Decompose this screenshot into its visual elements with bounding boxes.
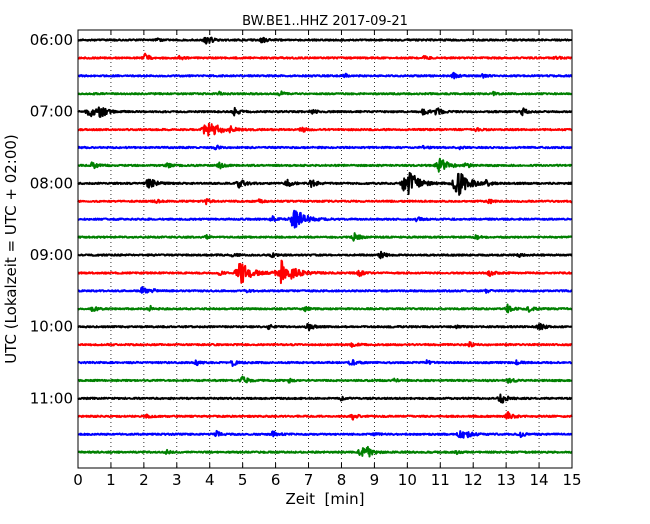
- x-tick-label: 14: [530, 471, 549, 489]
- y-tick-label: 11:00: [30, 389, 73, 407]
- x-tick-label: 1: [106, 471, 116, 489]
- trace-0600: [77, 36, 573, 45]
- trace-group: [77, 36, 573, 458]
- x-axis: 0 1 2 3 4 5 6 7 8 9 10 11 12 13 14 15: [73, 30, 582, 489]
- trace-0800: [77, 171, 573, 196]
- x-tick-label: 3: [172, 471, 182, 489]
- trace-1145: [77, 445, 573, 458]
- y-tick-label: 08:00: [30, 174, 73, 192]
- trace-0945: [77, 303, 573, 314]
- y-tick-label: 06:00: [30, 31, 73, 49]
- y-tick-label: 09:00: [30, 246, 73, 264]
- trace-0745: [77, 157, 573, 173]
- trace-0815: [77, 198, 573, 206]
- trace-0915: [77, 259, 573, 285]
- x-tick-label: 12: [464, 471, 483, 489]
- trace-0715: [77, 122, 573, 137]
- trace-0645: [77, 90, 573, 97]
- x-tick-label: 5: [238, 471, 248, 489]
- trace-0845: [77, 232, 573, 242]
- trace-0630: [77, 71, 573, 80]
- x-tick-label: 0: [73, 471, 83, 489]
- x-tick-label: 7: [304, 471, 314, 489]
- trace-1100: [77, 393, 573, 404]
- plot-area: [78, 30, 572, 468]
- x-tick-label: 6: [271, 471, 281, 489]
- x-tick-label: 2: [139, 471, 149, 489]
- x-tick-label: 10: [398, 471, 417, 489]
- trace-1115: [77, 411, 573, 421]
- chart-title: BW.BE1..HHZ 2017-09-21: [242, 14, 408, 29]
- trace-1045: [77, 375, 573, 384]
- trace-1015: [77, 341, 573, 348]
- trace-0830: [77, 209, 573, 229]
- trace-0615: [77, 52, 573, 61]
- x-tick-label: 9: [370, 471, 380, 489]
- trace-0930: [77, 285, 573, 294]
- plot-frame: [77, 29, 573, 469]
- x-tick-label: 4: [205, 471, 215, 489]
- x-tick-label: 8: [337, 471, 347, 489]
- y-tick-label: 10:00: [30, 318, 73, 336]
- trace-1030: [77, 358, 573, 368]
- trace-1130: [77, 429, 573, 439]
- y-axis-label: UTC (Lokalzeit = UTC + 02:00): [2, 134, 20, 364]
- x-tick-label: 15: [562, 471, 581, 489]
- trace-0700: [77, 106, 573, 118]
- x-tick-label: 11: [431, 471, 450, 489]
- trace-1000: [77, 322, 573, 332]
- trace-0900: [77, 250, 573, 260]
- y-axis: 06:00 07:00 08:00 09:00 10:00 11:00: [30, 31, 572, 407]
- y-tick-label: 07:00: [30, 103, 73, 121]
- x-tick-label: 13: [497, 471, 516, 489]
- x-axis-label: Zeit [min]: [285, 490, 364, 508]
- trace-0730: [77, 144, 573, 151]
